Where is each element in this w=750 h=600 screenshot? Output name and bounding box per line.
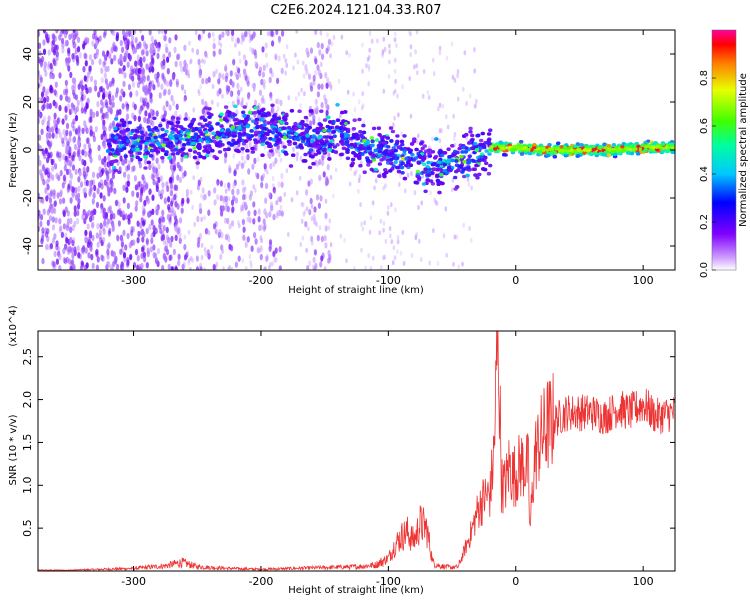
snr-y-tick-label: 1.5 bbox=[21, 434, 34, 452]
spectrogram-y-tick-label: 20 bbox=[21, 95, 34, 109]
snr-x-tick-label: 100 bbox=[633, 575, 654, 588]
colorbar-tick-label: 0.2 bbox=[699, 214, 710, 230]
colorbar-gradient bbox=[711, 29, 737, 271]
spectrogram-x-tick-label: 0 bbox=[512, 274, 519, 287]
spectrogram-y-axis-label: Frequency (Hz) bbox=[8, 112, 19, 188]
colorbar-label: Normalized spectral amplitude bbox=[738, 73, 749, 227]
colorbar-tick-label: 0.0 bbox=[699, 262, 710, 278]
snr-x-tick-label: -200 bbox=[248, 575, 273, 588]
snr-plot-area bbox=[38, 331, 675, 571]
spectrogram-y-tick-label: 40 bbox=[21, 47, 34, 61]
colorbar-tick-label: 0.8 bbox=[699, 70, 710, 86]
colorbar-tick-label: 0.4 bbox=[699, 166, 710, 182]
spectrogram-x-axis-label: Height of straight line (km) bbox=[288, 285, 424, 296]
snr-scale-label: (x10^4) bbox=[8, 305, 19, 346]
snr-x-tick-label: -100 bbox=[376, 575, 401, 588]
spectrogram-x-tick-label: 100 bbox=[633, 274, 654, 287]
spectrogram-y-tick-label: 0 bbox=[21, 147, 34, 154]
snr-panel: -300 -200 -100 0 100 0.5 1.0 1.5 2.0 2.5 Height … bbox=[8, 305, 676, 596]
snr-frame bbox=[37, 330, 676, 572]
spectrogram-y-tick-label: -40 bbox=[21, 237, 34, 255]
colorbar: 0.0 0.2 0.4 0.6 0.8 Normalized spectral ampl… bbox=[699, 29, 749, 278]
snr-y-tick-label: 1.0 bbox=[21, 477, 34, 495]
snr-x-tick-label: 0 bbox=[512, 575, 519, 588]
colorbar-tick-label: 0.6 bbox=[699, 118, 710, 134]
spectrogram-y-tick-label: -20 bbox=[21, 189, 34, 207]
snr-y-tick-label: 2.0 bbox=[21, 391, 34, 409]
snr-y-tick-label: 0.5 bbox=[21, 519, 34, 537]
chart-title: C2E6.2024.121.04.33.R07 bbox=[270, 3, 441, 18]
spectrogram-x-tick-label: -300 bbox=[121, 274, 146, 287]
snr-y-tick-label: 2.5 bbox=[21, 348, 34, 366]
snr-x-axis-label: Height of straight line (km) bbox=[288, 585, 424, 596]
spectrogram-x-tick-label: -200 bbox=[248, 274, 273, 287]
snr-series-line bbox=[38, 331, 675, 571]
snr-y-axis-label: SNR (10 * v/v) bbox=[8, 414, 19, 485]
spectrogram-x-tick-label: -100 bbox=[376, 274, 401, 287]
snr-x-tick-label: -300 bbox=[121, 575, 146, 588]
